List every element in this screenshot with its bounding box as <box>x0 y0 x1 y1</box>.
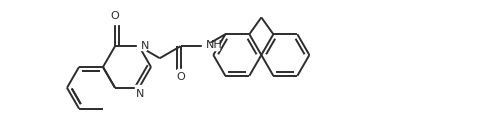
Text: N: N <box>136 89 144 99</box>
Bar <box>202 43 219 50</box>
Bar <box>137 43 146 50</box>
Text: N: N <box>140 41 149 51</box>
Text: O: O <box>110 11 119 21</box>
Text: O: O <box>176 72 185 82</box>
Bar <box>177 69 185 76</box>
Bar <box>111 17 119 24</box>
Bar <box>135 85 143 92</box>
Text: NH: NH <box>206 40 222 50</box>
